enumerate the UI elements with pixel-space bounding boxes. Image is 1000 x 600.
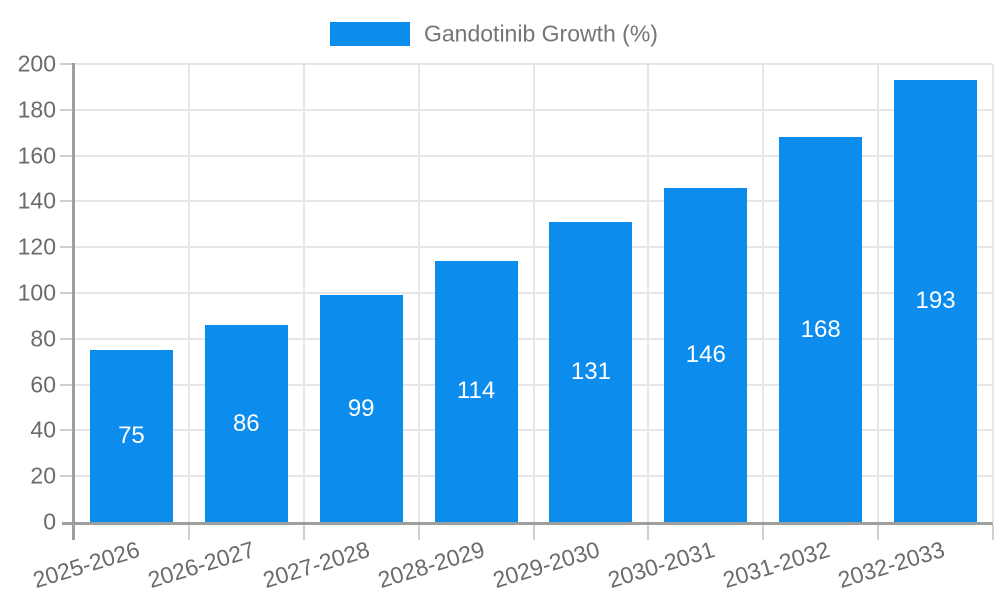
x-axis-line (62, 522, 993, 525)
bar-value-label: 168 (800, 315, 841, 343)
x-axis-label: 2027-2028 (259, 536, 373, 594)
x-tick (647, 525, 650, 540)
x-tick (532, 525, 535, 540)
x-tick (992, 525, 994, 540)
y-tick (60, 246, 73, 249)
x-tick (302, 525, 305, 540)
bar[interactable] (319, 295, 403, 522)
y-tick (60, 63, 73, 65)
y-tick (60, 429, 73, 432)
x-axis-label: 2025-2026 (30, 536, 144, 594)
legend-label[interactable]: Gandotinib Growth (%) (424, 20, 658, 47)
x-gridline (877, 64, 880, 522)
y-axis-label: 60 (30, 371, 56, 398)
bar[interactable] (89, 350, 173, 522)
bar-value-label: 114 (456, 377, 496, 405)
x-axis-label: 2028-2029 (374, 536, 488, 594)
y-axis-label: 120 (17, 233, 56, 260)
bar-value-label: 75 (118, 422, 145, 450)
y-tick (60, 200, 73, 203)
x-axis-label: 2030-2031 (604, 536, 718, 594)
y-tick (60, 108, 73, 111)
bar-value-label: 193 (915, 287, 956, 314)
bar[interactable] (549, 222, 633, 522)
x-gridline (762, 64, 765, 522)
y-tick (60, 337, 73, 340)
y-axis-label: 0 (43, 508, 56, 535)
y-tick (60, 292, 73, 294)
y-axis-label: 140 (17, 187, 56, 214)
bar-value-label: 86 (232, 409, 260, 437)
y-tick (60, 383, 73, 386)
y-axis-label: 160 (17, 142, 56, 169)
x-axis-label: 2029-2030 (489, 536, 603, 594)
x-axis-label: 2031-2032 (719, 536, 833, 594)
x-tick (187, 525, 190, 540)
x-tick (417, 525, 420, 540)
bar[interactable] (894, 80, 978, 522)
x-gridline (992, 64, 994, 522)
y-tick (60, 475, 73, 478)
y-tick (60, 154, 73, 157)
y-axis-label: 100 (17, 279, 56, 306)
bar[interactable] (434, 260, 518, 522)
y-axis-label: 200 (17, 50, 56, 77)
legend-swatch[interactable] (330, 22, 410, 46)
x-axis-label: 2026-2027 (145, 536, 258, 594)
x-gridline (417, 64, 420, 522)
bar[interactable] (664, 187, 748, 522)
y-axis-label: 80 (30, 325, 56, 352)
x-gridline (647, 64, 650, 522)
legend: Gandotinib Growth (%) (0, 0, 1000, 56)
bar-value-label: 146 (685, 340, 726, 368)
y-axis-line (72, 63, 75, 540)
x-tick (877, 525, 880, 540)
bar[interactable] (779, 137, 863, 522)
x-tick (762, 525, 765, 540)
y-axis-label: 180 (17, 96, 56, 123)
bar-value-label: 131 (570, 358, 611, 385)
bar[interactable] (204, 325, 288, 522)
x-gridline (302, 64, 305, 522)
y-axis-label: 20 (30, 462, 56, 489)
bar-value-label: 99 (347, 394, 375, 422)
x-gridline (532, 64, 535, 522)
x-axis-label: 2032-2033 (834, 536, 948, 594)
y-axis-label: 40 (30, 416, 56, 443)
x-gridline (187, 64, 190, 522)
